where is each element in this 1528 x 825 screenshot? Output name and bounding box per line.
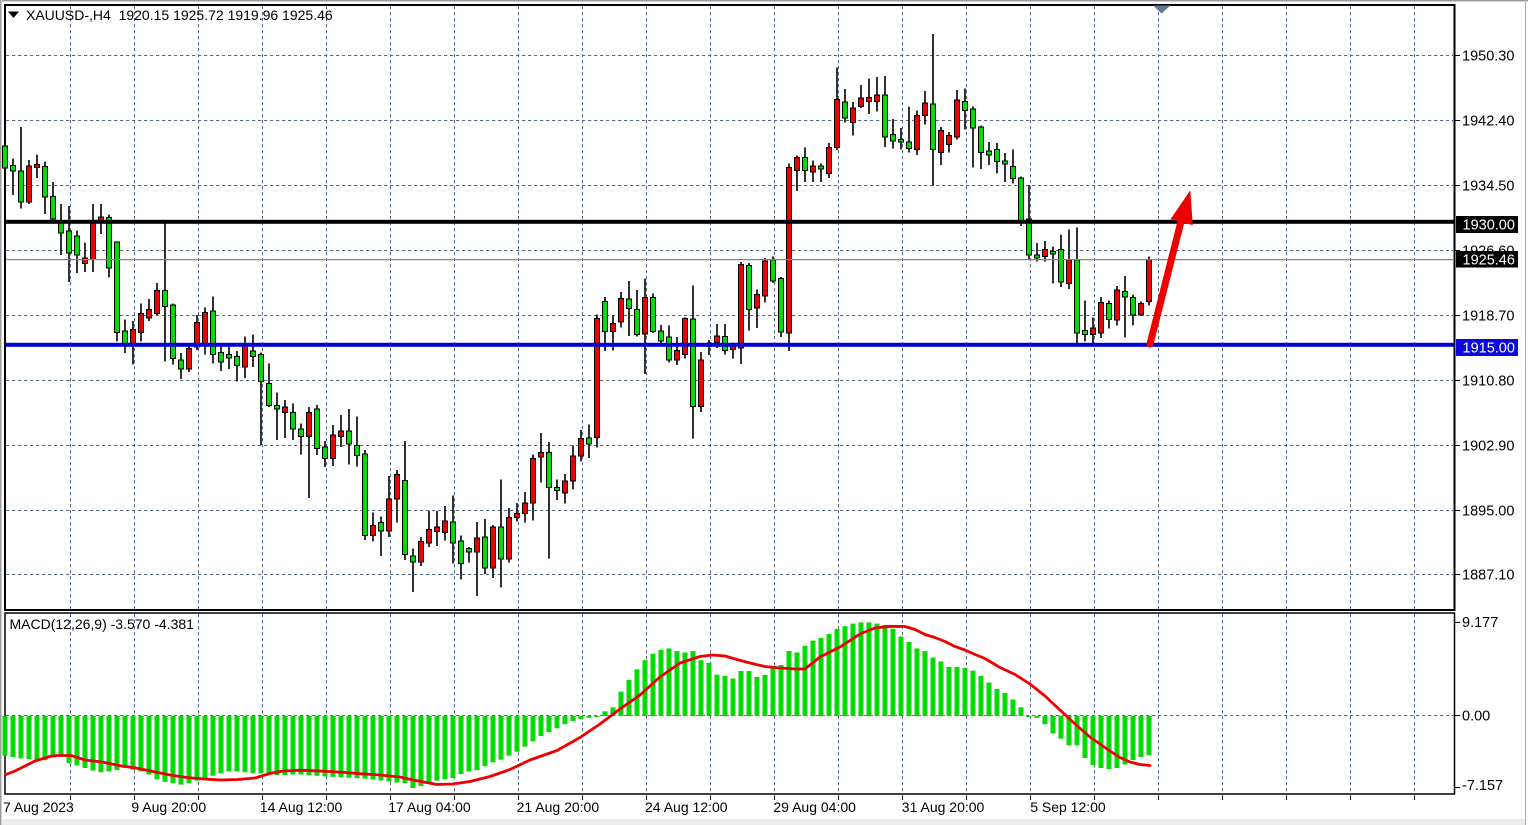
svg-text:1950.30: 1950.30	[1462, 48, 1514, 64]
svg-text:1930.00: 1930.00	[1463, 217, 1515, 233]
svg-text:29 Aug 04:00: 29 Aug 04:00	[773, 799, 856, 815]
svg-text:7 Aug 2023: 7 Aug 2023	[3, 799, 74, 815]
svg-text:21 Aug 20:00: 21 Aug 20:00	[517, 799, 600, 815]
svg-text:1887.10: 1887.10	[1462, 567, 1514, 583]
svg-text:MACD(12,26,9) -3.570 -4.381: MACD(12,26,9) -3.570 -4.381	[10, 616, 195, 632]
svg-text:1934.50: 1934.50	[1462, 178, 1514, 194]
svg-text:1902.90: 1902.90	[1462, 438, 1514, 454]
svg-text:1925.46: 1925.46	[1463, 253, 1515, 269]
svg-text:9 Aug 20:00: 9 Aug 20:00	[131, 799, 206, 815]
svg-text:31 Aug 20:00: 31 Aug 20:00	[902, 799, 985, 815]
svg-text:1915.00: 1915.00	[1463, 341, 1515, 357]
svg-text:XAUUSD-,H4 1920.15 1925.72 19: XAUUSD-,H4 1920.15 1925.72 1919.96 1925.…	[26, 7, 333, 23]
svg-text:1895.00: 1895.00	[1462, 503, 1514, 519]
svg-text:0.00: 0.00	[1462, 708, 1490, 724]
svg-text:17 Aug 04:00: 17 Aug 04:00	[388, 799, 471, 815]
svg-text:9.177: 9.177	[1462, 615, 1498, 631]
svg-text:1942.40: 1942.40	[1462, 113, 1514, 129]
svg-text:5 Sep 12:00: 5 Sep 12:00	[1030, 799, 1106, 815]
svg-text:-7.157: -7.157	[1462, 778, 1503, 794]
svg-text:14 Aug 12:00: 14 Aug 12:00	[260, 799, 343, 815]
svg-text:1918.70: 1918.70	[1462, 308, 1514, 324]
svg-text:24 Aug 12:00: 24 Aug 12:00	[645, 799, 728, 815]
svg-text:1910.80: 1910.80	[1462, 373, 1514, 389]
